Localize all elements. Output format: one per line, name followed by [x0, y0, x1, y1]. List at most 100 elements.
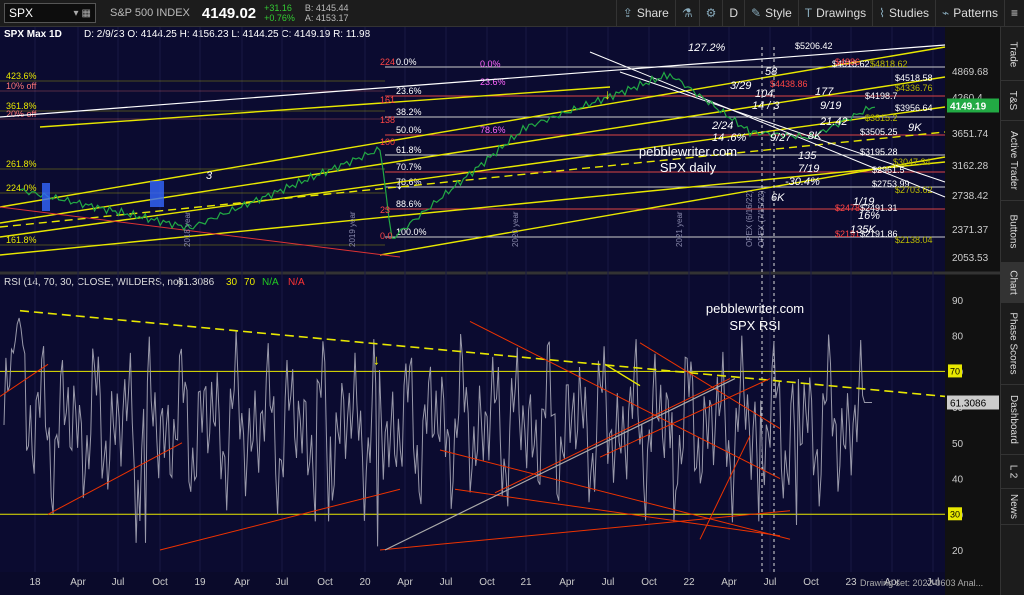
rsi-watermark-2: SPX RSI — [729, 318, 780, 333]
right-level-label: $2491.31 — [860, 203, 898, 213]
right-level-label: $4818.62 — [870, 59, 908, 69]
x-tick: 18 — [29, 577, 41, 588]
tab-dashboard[interactable]: Dashboard — [1001, 385, 1024, 455]
studies-button[interactable]: ⌇ Studies — [872, 0, 935, 27]
x-tick: Oct — [803, 577, 819, 588]
highlight-box — [150, 181, 164, 207]
flask-button[interactable]: ⚗ — [674, 0, 699, 27]
fib-label: 0.0% — [396, 57, 417, 67]
rsi-value-tag: 61.3086 — [950, 399, 987, 410]
x-tick: 20 — [359, 577, 371, 588]
x-tick: Oct — [479, 577, 495, 588]
x-tick: 22 — [683, 577, 695, 588]
price-watermark-1: pebblewriter.com — [639, 144, 737, 159]
annotation: 9/27 — [770, 132, 792, 144]
rsi-header: RSI (14, 70, 30, CLOSE, WILDERS, no) — [4, 277, 182, 288]
rsi-y-tick: 90 — [952, 296, 964, 307]
rsi-red-trend — [454, 488, 781, 537]
annotation: 3/29 — [730, 80, 751, 92]
fib-left-label: 361.8% — [6, 101, 37, 111]
fib-left-label: 10% off — [6, 81, 37, 91]
rsi-30-tag-bg — [948, 507, 962, 521]
price-y-tick: 3651.74 — [952, 129, 989, 140]
tab-buttons[interactable]: Buttons — [1001, 201, 1024, 263]
year-label: 2019 year — [348, 211, 357, 247]
rsi-70-tag: 70 — [950, 366, 960, 376]
last-price-tag-bg — [947, 98, 999, 113]
symbol-selector[interactable]: SPX ▾ ▦ — [4, 3, 96, 23]
fib-left-label: 423.6% — [6, 71, 37, 81]
settings-button[interactable]: ⚙ — [698, 0, 723, 27]
right-side-tabs: Trade T&S Active Trader Buttons Chart Phase S… — [1000, 27, 1024, 595]
tab-t-s[interactable]: T&S — [1001, 81, 1024, 121]
right-level-label: $4818.62 — [832, 59, 870, 69]
tab-l-2[interactable]: L 2 — [1001, 455, 1024, 489]
year-label: OPEX (7/15/22) — [757, 190, 766, 247]
x-tick: Oct — [152, 577, 168, 588]
annotation: 14 .6% — [712, 132, 746, 144]
fib-label: 50.0% — [396, 125, 422, 135]
drawing-icon: T — [804, 6, 813, 20]
x-tick: 19 — [194, 577, 206, 588]
annotation: 7/19 — [798, 163, 819, 175]
grid-icon[interactable]: ▦ — [81, 7, 91, 19]
right-level-label: $2191.86 — [860, 229, 898, 239]
price-y-tick: 2738.42 — [952, 191, 989, 202]
rsi-red-trend — [0, 363, 49, 397]
right-level-label: $3815.2 — [865, 113, 898, 123]
fib-label: 70.7% — [396, 162, 422, 172]
x-tick: Apr — [70, 577, 86, 588]
price-y-tick: 3162.28 — [952, 161, 989, 172]
tab-phase-scores[interactable]: Phase Scores — [1001, 303, 1024, 385]
status-bar: Drawing set: 2022-0603 Anal... — [860, 578, 984, 588]
drawings-button[interactable]: T Drawings — [797, 0, 872, 27]
rsi-y-tick: 40 — [952, 475, 964, 486]
rsi-red-trend — [379, 510, 791, 551]
x-tick: Oct — [641, 577, 657, 588]
right-level-label: $2753.99 — [872, 179, 910, 189]
chart-svg[interactable]: SPX Max 1D D: 2/9/23 O: 4144.25 H: 4156.2… — [0, 27, 1000, 595]
tab-trade[interactable]: Trade — [1001, 29, 1024, 81]
price-pane-values: D: 2/9/23 O: 4144.25 H: 4156.23 L: 4144.… — [84, 29, 371, 40]
price-y-tick: 2053.53 — [952, 253, 989, 264]
fib-label: 88.6% — [396, 199, 422, 209]
style-button[interactable]: ✎ Style — [744, 0, 798, 27]
fib-pink-label: 23.6% — [480, 77, 506, 87]
fib-label: 100.0% — [396, 227, 427, 237]
red-level-label: 0.0 — [380, 231, 393, 241]
tab-news[interactable]: News — [1001, 489, 1024, 525]
trend-line — [39, 86, 611, 128]
menu-icon: ≡ — [1010, 6, 1018, 20]
fib-label: 78.6% — [396, 177, 422, 187]
right-level-label: $3956.64 — [895, 103, 933, 113]
tab-active-trader[interactable]: Active Trader — [1001, 121, 1024, 201]
right-level-label: $4518.58 — [895, 73, 933, 83]
period-button[interactable]: D — [722, 0, 744, 27]
rsi-dashed-trend — [19, 309, 946, 398]
year-label: 2021 year — [675, 211, 684, 247]
rsi-red-trend — [469, 320, 781, 480]
annotation: 9/19 — [820, 100, 841, 112]
arrow-down-icon: ↓ — [604, 86, 611, 102]
annotation: 16% — [858, 210, 880, 222]
annotation: 9K — [908, 122, 922, 134]
x-tick: Apr — [884, 577, 900, 588]
fib-label: 23.6% — [396, 86, 422, 96]
x-tick: Jul — [276, 577, 289, 588]
options-button[interactable]: ≡ — [1003, 0, 1024, 27]
share-button[interactable]: ⇪ Share — [615, 0, 675, 27]
rsi-70-tag-bg — [948, 364, 962, 378]
right-level-label: $3505.25 — [860, 127, 898, 137]
patterns-button[interactable]: ⌁ Patterns — [935, 0, 1004, 27]
last-price: 4149.02 — [201, 4, 257, 22]
instrument-name: S&P 500 INDEX — [110, 7, 190, 19]
chart-area[interactable]: SPX Max 1D D: 2/9/23 O: 4144.25 H: 4156.2… — [0, 27, 1000, 595]
rsi-red-trend — [599, 378, 771, 458]
price-y-tick: 4869.68 — [952, 67, 989, 78]
tab-chart[interactable]: Chart — [1001, 263, 1024, 303]
fib-left-label: 261.8% — [6, 159, 37, 169]
rsi-value: 61.3086 — [178, 277, 215, 288]
dropdown-icon[interactable]: ▾ — [73, 7, 79, 19]
annotation: 8K — [808, 130, 822, 142]
